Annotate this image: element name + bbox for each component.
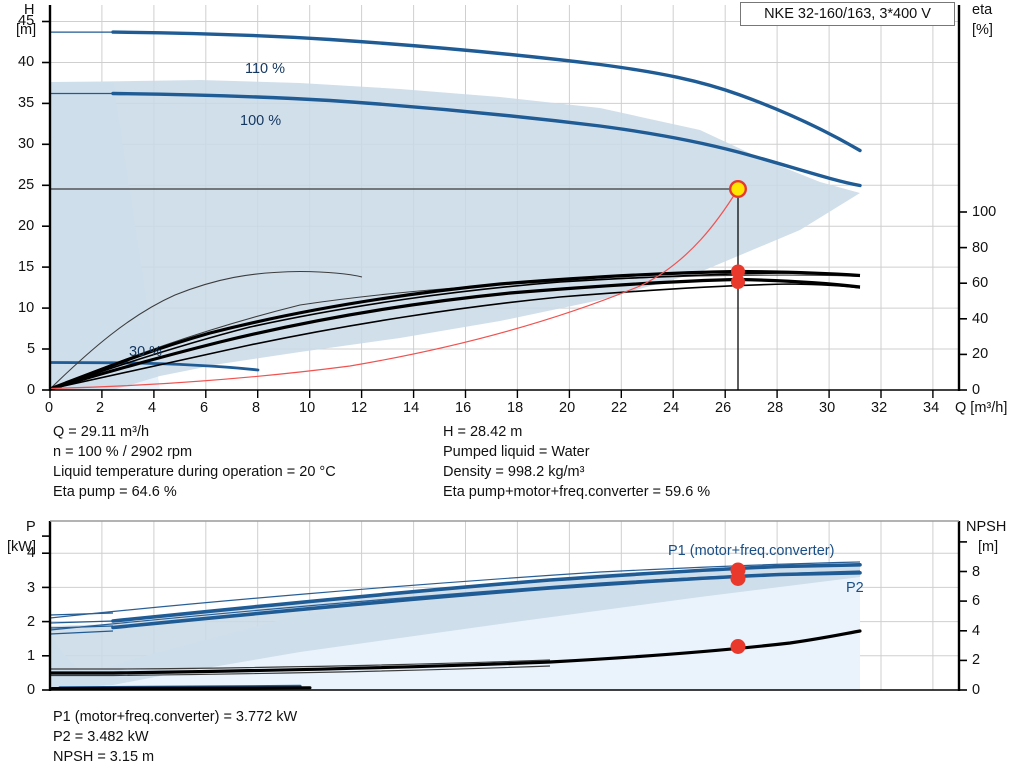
eta-axis-title-unit: [%] xyxy=(972,22,993,38)
info-liquid-temp: Liquid temperature during operation = 20… xyxy=(53,464,336,480)
npsh-axis-title-unit: [m] xyxy=(978,539,999,555)
power-y-axis-title-symbol: P xyxy=(26,519,36,535)
power-y-axis-title-unit: [kW] xyxy=(7,539,36,555)
head-curves xyxy=(50,30,862,390)
eta-extra-curve-1 xyxy=(50,272,861,390)
duty-marker-eta-pump xyxy=(731,264,745,279)
curve-110-percent xyxy=(111,30,862,153)
head-y-tick-5: 5 xyxy=(27,341,36,357)
power-y-tick-1: 1 xyxy=(27,648,36,664)
info-npsh: NPSH = 3.15 m xyxy=(53,749,155,765)
npsh-tick-4: 4 xyxy=(972,623,981,639)
info-pumped-liquid: Pumped liquid = Water xyxy=(443,444,590,460)
p1-curve xyxy=(111,563,862,623)
curve-label-100-percent: 100 % xyxy=(240,113,282,129)
x-axis-title: Q [m³/h] xyxy=(955,400,1008,416)
head-y-axis-title-unit: [m] xyxy=(16,22,37,38)
x-tick-20: 20 xyxy=(559,400,576,416)
x-tick-26: 26 xyxy=(715,400,732,416)
duty-marker-npsh xyxy=(730,639,746,654)
head-y-tick-10: 10 xyxy=(18,300,35,316)
info-p1: P1 (motor+freq.converter) = 3.772 kW xyxy=(53,709,298,725)
info-speed: n = 100 % / 2902 rpm xyxy=(53,444,193,460)
head-chart-axes xyxy=(42,5,967,398)
eta-thin-curve xyxy=(50,270,363,390)
head-y-axis-title-symbol: H xyxy=(24,2,35,18)
head-y-tick-40: 40 xyxy=(18,54,35,70)
x-tick-12: 12 xyxy=(351,400,368,416)
head-y-tick-45: 45 xyxy=(18,13,35,29)
info-h: H = 28.42 m xyxy=(443,424,523,440)
head-y-tick-15: 15 xyxy=(18,259,35,275)
head-y-tick-20: 20 xyxy=(18,218,35,234)
x-tick-16: 16 xyxy=(455,400,472,416)
x-tick-30: 30 xyxy=(819,400,836,416)
curve-label-p1: P1 (motor+freq.converter) xyxy=(668,543,835,559)
eta-tick-80: 80 xyxy=(972,240,989,256)
power-y-tick-2: 2 xyxy=(27,614,36,630)
head-y-tick-0: 0 xyxy=(27,382,36,398)
npsh-tick-0: 0 xyxy=(972,682,981,698)
duty-marker-p2 xyxy=(730,571,746,586)
npsh-curve xyxy=(50,629,862,675)
eta-pump-curve xyxy=(50,269,861,390)
head-y-tick-30: 30 xyxy=(18,136,35,152)
x-tick-18: 18 xyxy=(507,400,524,416)
duty-marker-eta-total xyxy=(731,275,745,289)
x-tick-24: 24 xyxy=(663,400,680,416)
info-eta-pump: Eta pump = 64.6 % xyxy=(53,484,177,500)
curve-100-percent xyxy=(111,91,862,188)
x-tick-4: 4 xyxy=(148,400,157,416)
duty-point-marker[interactable] xyxy=(729,180,747,198)
chart-title-box: NKE 32-160/163, 3*400 V xyxy=(740,2,955,26)
head-y-tick-25: 25 xyxy=(18,177,35,193)
x-tick-28: 28 xyxy=(767,400,784,416)
x-tick-32: 32 xyxy=(871,400,888,416)
x-tick-2: 2 xyxy=(96,400,105,416)
head-y-tick-35: 35 xyxy=(18,95,35,111)
x-tick-10: 10 xyxy=(299,400,316,416)
eta-tick-100: 100 xyxy=(972,204,997,220)
npsh-tick-2: 2 xyxy=(972,652,981,668)
eta-extra-curve-2 xyxy=(50,283,861,390)
power-chart-axes xyxy=(42,520,967,691)
info-p2: P2 = 3.482 kW xyxy=(53,729,149,745)
head-operating-envelope xyxy=(50,80,860,390)
x-tick-6: 6 xyxy=(200,400,209,416)
power-y-tick-3: 3 xyxy=(27,580,36,596)
x-tick-14: 14 xyxy=(403,400,420,416)
eta-axis-title-symbol: eta xyxy=(972,2,993,18)
eta-tick-40: 40 xyxy=(972,311,989,327)
duty-point-guides xyxy=(50,188,739,390)
x-tick-8: 8 xyxy=(252,400,261,416)
npsh-tick-8: 8 xyxy=(972,564,981,580)
eta-total-curve xyxy=(50,277,861,390)
curve-label-30-percent: 30 % xyxy=(129,344,163,360)
info-density: Density = 998.2 kg/m³ xyxy=(443,464,585,480)
power-y-tick-0: 0 xyxy=(27,682,36,698)
curve-label-p2: P2 xyxy=(846,580,864,596)
power-y-tick-4: 4 xyxy=(27,545,36,561)
x-tick-34: 34 xyxy=(923,400,940,416)
npsh-axis-title-symbol: NPSH xyxy=(966,519,1007,535)
curve-label-110-percent: 110 % xyxy=(245,61,286,77)
eta-tick-0: 0 xyxy=(972,382,981,398)
info-q: Q = 29.11 m³/h xyxy=(53,424,150,440)
power-curves xyxy=(50,561,862,690)
system-curve xyxy=(50,188,739,390)
eta-tick-60: 60 xyxy=(972,275,989,291)
eta-tick-20: 20 xyxy=(972,346,989,362)
x-tick-22: 22 xyxy=(611,400,628,416)
npsh-tick-6: 6 xyxy=(972,593,981,609)
x-tick-0: 0 xyxy=(45,400,54,416)
info-eta-total: Eta pump+motor+freq.converter = 59.6 % xyxy=(443,484,711,500)
p2-curve xyxy=(111,571,862,630)
